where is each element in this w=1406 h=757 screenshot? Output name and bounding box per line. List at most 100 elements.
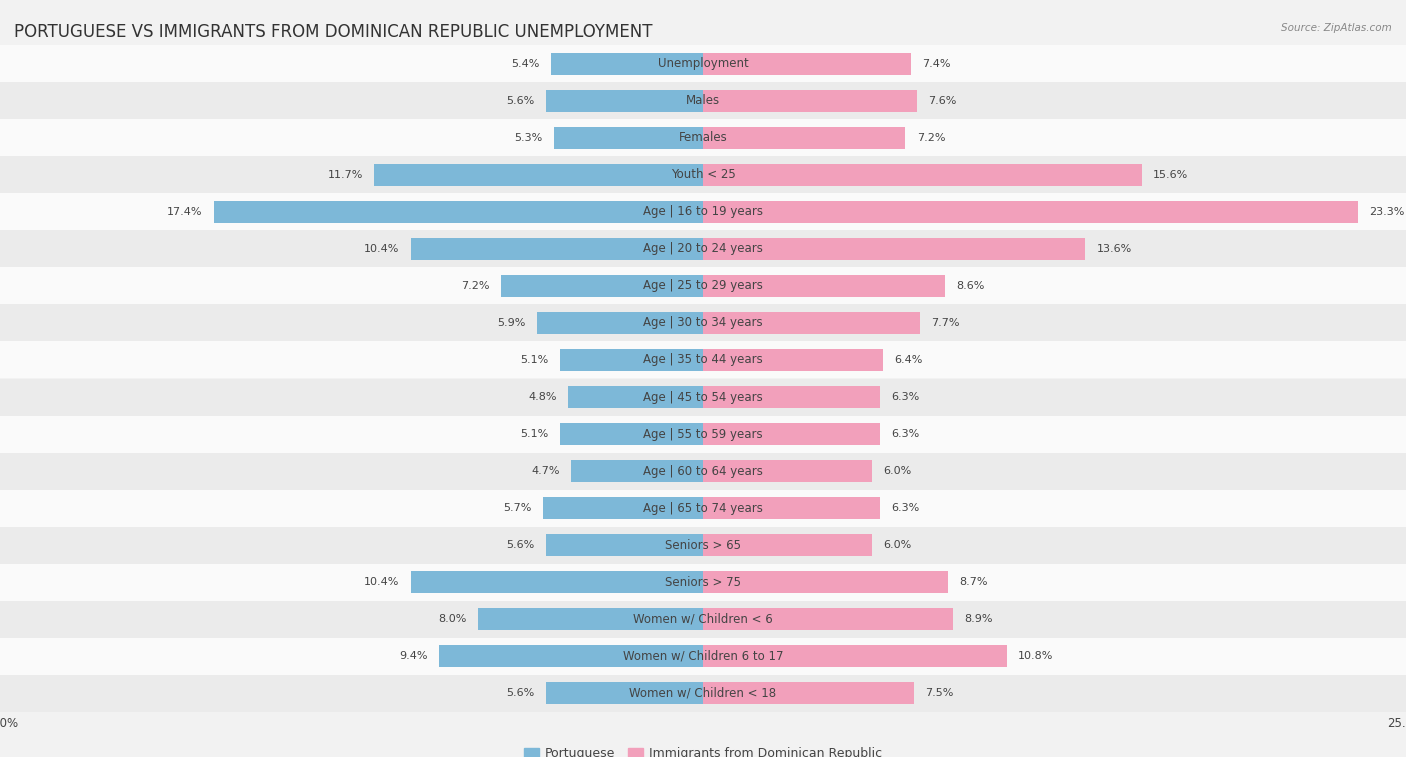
Bar: [0, 416, 1406, 453]
Text: Age | 20 to 24 years: Age | 20 to 24 years: [643, 242, 763, 255]
Text: 23.3%: 23.3%: [1369, 207, 1405, 217]
Bar: [0, 490, 1406, 527]
Bar: [0, 194, 1406, 230]
Bar: [411, 238, 703, 260]
Text: 5.1%: 5.1%: [520, 429, 548, 439]
Text: Seniors > 75: Seniors > 75: [665, 575, 741, 588]
Text: 6.3%: 6.3%: [891, 503, 920, 513]
Text: 5.6%: 5.6%: [506, 96, 534, 106]
Bar: [703, 201, 1358, 223]
Bar: [546, 534, 703, 556]
Bar: [0, 637, 1406, 674]
Text: 5.6%: 5.6%: [506, 540, 534, 550]
Text: Seniors > 65: Seniors > 65: [665, 538, 741, 552]
Bar: [703, 127, 905, 149]
Text: Males: Males: [686, 95, 720, 107]
Text: 11.7%: 11.7%: [328, 170, 363, 180]
Text: PORTUGUESE VS IMMIGRANTS FROM DOMINICAN REPUBLIC UNEMPLOYMENT: PORTUGUESE VS IMMIGRANTS FROM DOMINICAN …: [14, 23, 652, 41]
Text: 5.7%: 5.7%: [503, 503, 531, 513]
Text: 4.7%: 4.7%: [531, 466, 560, 476]
Bar: [703, 90, 917, 112]
Text: 8.0%: 8.0%: [439, 614, 467, 624]
Bar: [703, 645, 1007, 667]
Text: 17.4%: 17.4%: [167, 207, 202, 217]
Text: 7.2%: 7.2%: [917, 133, 945, 143]
Text: Females: Females: [679, 132, 727, 145]
Text: Age | 16 to 19 years: Age | 16 to 19 years: [643, 205, 763, 219]
Text: 5.3%: 5.3%: [515, 133, 543, 143]
Bar: [0, 230, 1406, 267]
Bar: [703, 497, 880, 519]
Text: 8.7%: 8.7%: [959, 577, 987, 587]
Text: 5.4%: 5.4%: [512, 59, 540, 69]
Text: 7.6%: 7.6%: [928, 96, 956, 106]
Text: Unemployment: Unemployment: [658, 58, 748, 70]
Bar: [703, 164, 1142, 186]
Text: 5.1%: 5.1%: [520, 355, 548, 365]
Text: 7.4%: 7.4%: [922, 59, 950, 69]
Text: Source: ZipAtlas.com: Source: ZipAtlas.com: [1281, 23, 1392, 33]
Text: 7.7%: 7.7%: [931, 318, 959, 328]
Bar: [0, 267, 1406, 304]
Bar: [374, 164, 703, 186]
Bar: [703, 238, 1085, 260]
Bar: [551, 53, 703, 75]
Text: 6.4%: 6.4%: [894, 355, 922, 365]
Bar: [478, 608, 703, 630]
Text: 8.6%: 8.6%: [956, 281, 984, 291]
Bar: [703, 275, 945, 297]
Text: Age | 55 to 59 years: Age | 55 to 59 years: [643, 428, 763, 441]
Text: 6.3%: 6.3%: [891, 392, 920, 402]
Text: 10.4%: 10.4%: [364, 244, 399, 254]
Text: Age | 45 to 54 years: Age | 45 to 54 years: [643, 391, 763, 403]
Bar: [543, 497, 703, 519]
Bar: [439, 645, 703, 667]
Text: Age | 25 to 29 years: Age | 25 to 29 years: [643, 279, 763, 292]
Text: 7.2%: 7.2%: [461, 281, 489, 291]
Bar: [0, 453, 1406, 490]
Bar: [560, 349, 703, 371]
Bar: [0, 304, 1406, 341]
Bar: [703, 53, 911, 75]
Bar: [0, 527, 1406, 563]
Text: 4.8%: 4.8%: [529, 392, 557, 402]
Bar: [546, 682, 703, 704]
Bar: [0, 120, 1406, 157]
Bar: [703, 423, 880, 445]
Bar: [703, 682, 914, 704]
Bar: [0, 83, 1406, 120]
Text: 8.9%: 8.9%: [965, 614, 993, 624]
Legend: Portuguese, Immigrants from Dominican Republic: Portuguese, Immigrants from Dominican Re…: [519, 743, 887, 757]
Bar: [571, 460, 703, 482]
Bar: [554, 127, 703, 149]
Bar: [0, 341, 1406, 378]
Text: Women w/ Children < 18: Women w/ Children < 18: [630, 687, 776, 699]
Text: Age | 30 to 34 years: Age | 30 to 34 years: [643, 316, 763, 329]
Text: 6.0%: 6.0%: [883, 466, 911, 476]
Text: 7.5%: 7.5%: [925, 688, 953, 698]
Text: 5.6%: 5.6%: [506, 688, 534, 698]
Bar: [0, 563, 1406, 600]
Text: 10.8%: 10.8%: [1018, 651, 1053, 661]
Text: 10.4%: 10.4%: [364, 577, 399, 587]
Text: 5.9%: 5.9%: [498, 318, 526, 328]
Text: 6.3%: 6.3%: [891, 429, 920, 439]
Bar: [703, 312, 920, 334]
Bar: [0, 157, 1406, 194]
Bar: [214, 201, 703, 223]
Text: Youth < 25: Youth < 25: [671, 169, 735, 182]
Bar: [703, 349, 883, 371]
Text: Women w/ Children < 6: Women w/ Children < 6: [633, 612, 773, 625]
Bar: [568, 386, 703, 408]
Text: Women w/ Children 6 to 17: Women w/ Children 6 to 17: [623, 650, 783, 662]
Bar: [537, 312, 703, 334]
Bar: [0, 674, 1406, 712]
Bar: [0, 600, 1406, 637]
Bar: [501, 275, 703, 297]
Text: Age | 35 to 44 years: Age | 35 to 44 years: [643, 354, 763, 366]
Text: Age | 60 to 64 years: Age | 60 to 64 years: [643, 465, 763, 478]
Bar: [546, 90, 703, 112]
Bar: [0, 45, 1406, 83]
Text: 15.6%: 15.6%: [1153, 170, 1188, 180]
Bar: [703, 608, 953, 630]
